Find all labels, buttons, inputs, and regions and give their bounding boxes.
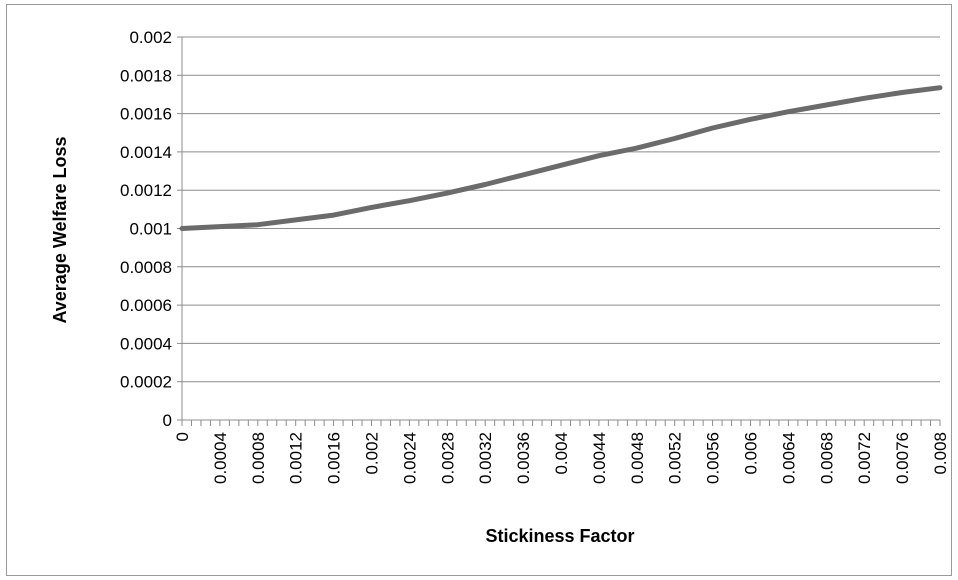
y-tick-labels: 0 0.0002 0.0004 0.0006 0.0008 0.001 0.0012 0.00…	[120, 28, 172, 430]
x-tick-label: 0	[173, 432, 192, 441]
chart-frame	[6, 4, 952, 576]
x-tick-labels: 0 0.0004 0.0008 0.0012 0.0016 0.002 0.0024 0.00…	[173, 432, 950, 484]
x-tick-label: 0.0072	[855, 432, 874, 484]
y-tick-label: 0.0008	[120, 258, 172, 277]
y-tick-label: 0	[163, 411, 172, 430]
x-axis-title: Stickiness Factor	[485, 526, 634, 546]
x-tick-label: 0.004	[552, 432, 571, 475]
y-tick-label: 0.0018	[120, 66, 172, 85]
x-tick-label: 0.0004	[211, 432, 230, 484]
x-tick-label: 0.0044	[590, 432, 609, 484]
x-tick-label: 0.002	[363, 432, 382, 475]
x-tick-label: 0.0012	[287, 432, 306, 484]
y-tick-label: 0.0004	[120, 334, 172, 353]
y-tick-label: 0.002	[129, 28, 172, 47]
x-tick-label: 0.0048	[628, 432, 647, 484]
y-tick-label: 0.0012	[120, 181, 172, 200]
x-tick-label: 0.008	[931, 432, 950, 475]
x-tick-label: 0.0028	[438, 432, 457, 484]
series-line	[179, 85, 943, 231]
x-tick-label: 0.0076	[893, 432, 912, 484]
y-tick-label: 0.0006	[120, 296, 172, 315]
x-tick-label: 0.0056	[704, 432, 723, 484]
x-tick-label: 0.0064	[779, 432, 798, 484]
series-group	[179, 85, 943, 231]
axes	[177, 36, 941, 426]
x-tick-label: 0.0008	[249, 432, 268, 484]
y-tick-label: 0.0002	[120, 373, 172, 392]
x-tick-label: 0.0036	[514, 432, 533, 484]
y-axis-title: Average Welfare Loss	[50, 136, 70, 323]
x-tick-label: 0.0024	[400, 432, 419, 484]
x-tick-label: 0.006	[742, 432, 761, 475]
x-tick-label: 0.0068	[817, 432, 836, 484]
gridlines	[182, 36, 940, 383]
y-tick-label: 0.0014	[120, 143, 172, 162]
x-tick-label: 0.0016	[325, 432, 344, 484]
y-tick-label: 0.0016	[120, 105, 172, 124]
x-tick-label: 0.0032	[476, 432, 495, 484]
y-tick-label: 0.001	[129, 220, 172, 239]
x-tick-label: 0.0052	[666, 432, 685, 484]
